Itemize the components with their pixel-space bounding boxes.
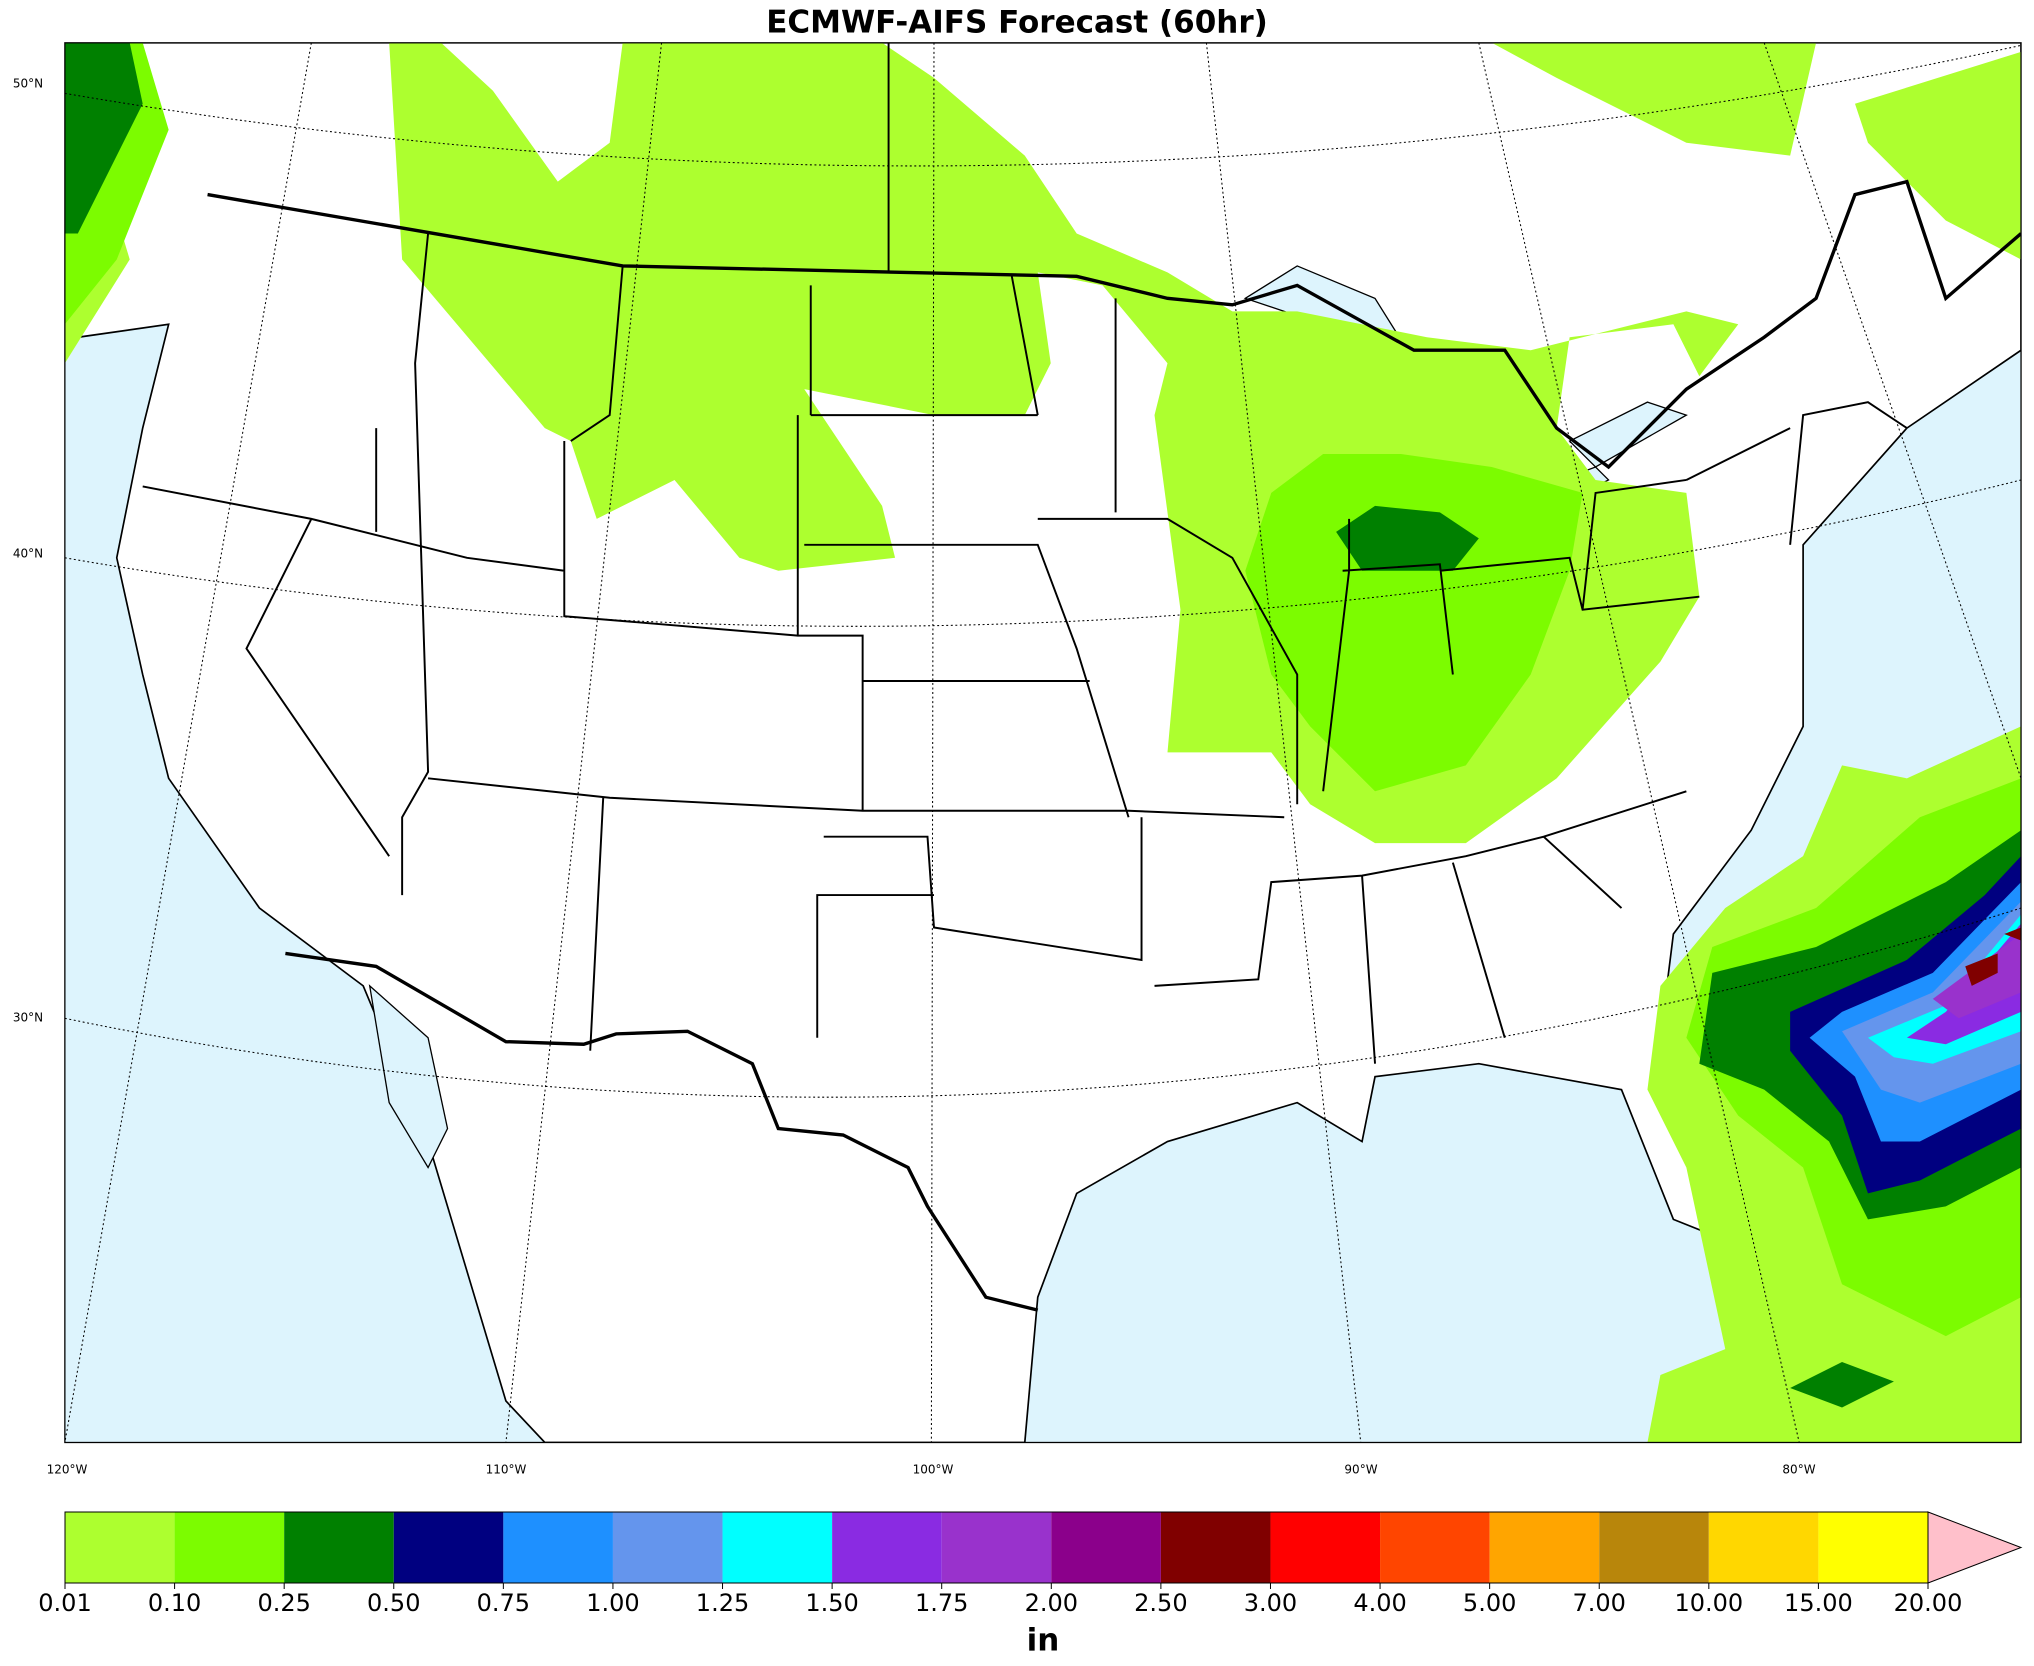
colorbar-segment xyxy=(832,1512,942,1583)
lat-label: 40°N xyxy=(13,547,43,561)
colorbar-tick-label: 1.50 xyxy=(805,1589,858,1617)
lat-label: 30°N xyxy=(13,1011,43,1025)
colorbar-tick-label: 2.50 xyxy=(1134,1589,1187,1617)
colorbar-tick-label: 4.00 xyxy=(1353,1589,1406,1617)
colorbar-tick-label: 0.01 xyxy=(38,1589,91,1617)
precip-atlantic-1.50 xyxy=(1906,923,2022,1045)
colorbar-tick-label: 0.10 xyxy=(148,1589,201,1617)
colorbar-segment xyxy=(174,1512,285,1583)
colorbar-tick-label: 7.00 xyxy=(1573,1589,1626,1617)
colorbar-segment xyxy=(503,1512,613,1583)
precip-0.10 xyxy=(64,42,1583,792)
lon-label: 120°W xyxy=(47,1463,88,1477)
colorbar-segment xyxy=(1599,1512,1709,1583)
colorbar-segment xyxy=(1160,1512,1271,1583)
colorbar-segment xyxy=(1380,1512,1490,1583)
colorbar-tick-label: 1.00 xyxy=(586,1589,639,1617)
colorbar-tick-label: 5.00 xyxy=(1463,1589,1516,1617)
colorbar-tick-label: 0.50 xyxy=(367,1589,420,1617)
colorbar-segment xyxy=(1818,1512,1928,1583)
colorbar-segment xyxy=(612,1512,723,1583)
colorbar-tick-label: 0.75 xyxy=(477,1589,530,1617)
precip-atlantic-2.50 xyxy=(1965,927,2022,986)
colorbar-segment xyxy=(1489,1512,1600,1583)
colorbar-segment xyxy=(722,1512,833,1583)
precip-atlantic-1.00 xyxy=(1842,901,2022,1103)
precip-0.01-north xyxy=(1491,42,2022,260)
colorbar-segment xyxy=(1270,1512,1381,1583)
gulf-of-california xyxy=(368,984,449,1169)
colorbar-segment xyxy=(393,1512,504,1583)
lon-label: 100°W xyxy=(913,1463,954,1477)
map xyxy=(64,42,2022,1444)
lat-label: 50°N xyxy=(13,77,43,91)
colorbar-outline xyxy=(64,1511,1928,1584)
colorbar-segment xyxy=(65,1512,175,1583)
colorbar-segment xyxy=(1708,1512,1819,1583)
lon-label: 80°W xyxy=(1782,1463,1815,1477)
colorbar-segment xyxy=(941,1512,1052,1583)
colorbar-tick-label: 1.75 xyxy=(915,1589,968,1617)
colorbar-segment xyxy=(284,1512,394,1583)
state-borders xyxy=(142,42,1908,1064)
colorbar-tick-label: 15.00 xyxy=(1784,1589,1853,1617)
colorbar-tick-label: 20.00 xyxy=(1894,1589,1963,1617)
canada-border xyxy=(207,179,2022,470)
colorbar-tick-label: 0.25 xyxy=(257,1589,310,1617)
lon-label: 90°W xyxy=(1344,1463,1377,1477)
colorbar-tick-label: 1.25 xyxy=(696,1589,749,1617)
colorbar: 0.01 0.10 0.25 0.50 0.75 1.00 1.25 1.50 1.75 2.00… xyxy=(38,1511,2023,1617)
colorbar-segment xyxy=(1051,1512,1161,1583)
colorbar-tick-label: 2.00 xyxy=(1025,1589,1078,1617)
colorbar-tick-label: 3.00 xyxy=(1244,1589,1297,1617)
colorbar-tick-label: 10.00 xyxy=(1674,1589,1743,1617)
lon-label: 110°W xyxy=(486,1463,527,1477)
colorbar-extend xyxy=(1927,1511,2023,1584)
title: ECMWF-AIFS Forecast (60hr) xyxy=(766,5,1268,41)
mexico-border xyxy=(285,951,1039,1312)
colorbar-label: in xyxy=(1027,1623,1060,1659)
